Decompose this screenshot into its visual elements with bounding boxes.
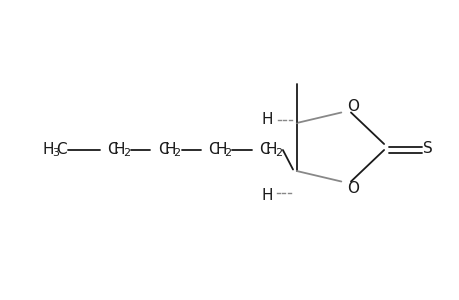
Text: O: O xyxy=(347,181,358,196)
Text: H: H xyxy=(164,142,176,157)
Text: C: C xyxy=(56,142,67,157)
Text: O: O xyxy=(347,99,358,114)
Text: 2: 2 xyxy=(224,148,231,158)
Text: H: H xyxy=(42,142,54,157)
Text: H: H xyxy=(262,112,273,128)
Text: C: C xyxy=(258,142,269,157)
Text: H: H xyxy=(265,142,276,157)
Text: H: H xyxy=(114,142,125,157)
Text: 2: 2 xyxy=(173,148,180,158)
Text: H: H xyxy=(215,142,226,157)
Text: 3: 3 xyxy=(51,148,59,158)
Text: 2: 2 xyxy=(274,148,281,158)
Text: C: C xyxy=(107,142,118,157)
Text: C: C xyxy=(157,142,168,157)
Text: C: C xyxy=(208,142,219,157)
Text: S: S xyxy=(422,141,432,156)
Text: H: H xyxy=(261,188,272,203)
Text: 2: 2 xyxy=(123,148,130,158)
